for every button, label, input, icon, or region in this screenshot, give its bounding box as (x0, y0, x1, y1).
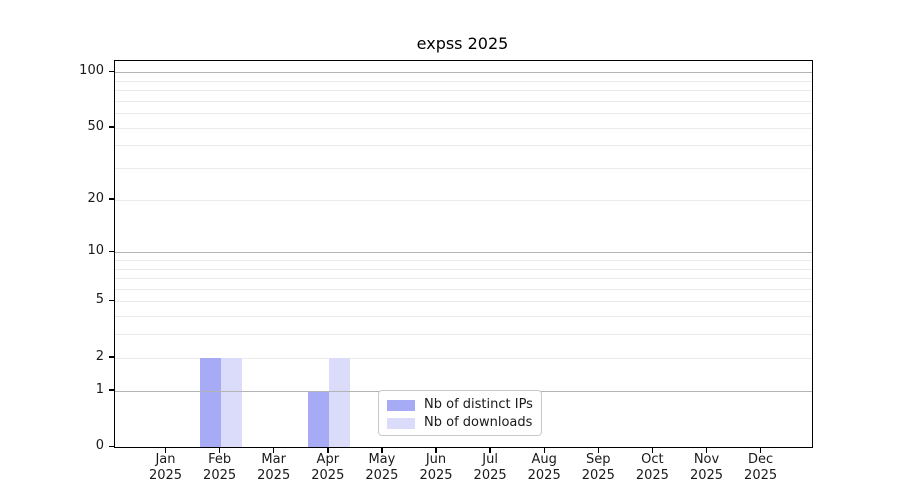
x-tick-label: Apr 2025 (311, 452, 345, 483)
gridline-minor (115, 145, 812, 147)
x-tick-mark (543, 447, 545, 453)
legend-label-downloads: Nb of downloads (424, 415, 533, 430)
y-tick-label: 2 (95, 348, 104, 364)
bar-nb-of-downloads-apr (328, 357, 350, 447)
gridline-minor (115, 334, 812, 336)
gridline-minor (115, 89, 812, 91)
bar-nb-of-downloads-feb (220, 357, 242, 447)
gridline-minor (115, 127, 812, 129)
gridline-minor (115, 113, 812, 114)
y-tick-mark (109, 445, 114, 447)
legend-entry-distinct-ips: Nb of distinct IPs (387, 396, 533, 414)
x-tick-label: Nov 2025 (689, 452, 724, 483)
bar-nb-of-distinct-ips-feb (199, 357, 221, 447)
x-tick-mark (327, 447, 329, 453)
x-tick-mark (489, 447, 491, 453)
x-tick-mark (164, 447, 167, 453)
y-tick-mark (109, 250, 114, 253)
x-tick-mark (435, 447, 437, 453)
x-tick-label: Dec 2025 (744, 452, 778, 483)
gridline-minor (115, 278, 812, 279)
y-tick-label: 50 (87, 118, 104, 134)
x-tick-label: Aug 2025 (527, 452, 561, 483)
x-tick-label: Feb 2025 (203, 452, 237, 483)
x-tick-label: Jul 2025 (473, 452, 507, 483)
y-tick-label: 10 (87, 243, 104, 259)
gridline-minor (115, 268, 812, 270)
x-tick-mark (651, 447, 654, 453)
gridline-minor (115, 259, 812, 261)
x-tick-mark (381, 447, 383, 453)
y-tick-mark (109, 198, 114, 200)
gridline-minor (115, 168, 812, 169)
y-tick-label: 0 (95, 438, 104, 453)
gridline-minor (115, 80, 812, 82)
legend-swatch-downloads (387, 417, 415, 429)
x-tick-label: Mar 2025 (257, 452, 291, 483)
x-tick-label: Jan 2025 (148, 452, 183, 483)
gridline-major (115, 72, 812, 73)
gridline-minor (115, 100, 812, 102)
gridline-minor (115, 301, 812, 303)
x-tick-mark (218, 447, 221, 453)
y-tick-label: 1 (95, 381, 104, 397)
legend-entry-downloads: Nb of downloads (387, 414, 533, 432)
y-tick-label: 5 (95, 292, 104, 308)
plot-area (114, 60, 813, 448)
y-tick-label: 100 (79, 63, 104, 78)
legend-swatch-distinct-ips (387, 399, 415, 411)
y-tick-mark (109, 299, 114, 302)
gridline-minor (115, 357, 812, 359)
gridline-minor (115, 316, 812, 318)
gridline-minor (115, 199, 812, 201)
x-tick-label: May 2025 (365, 452, 399, 483)
x-tick-label: Oct 2025 (635, 452, 669, 483)
legend-label-distinct-ips: Nb of distinct IPs (424, 397, 533, 412)
x-tick-label: Jun 2025 (419, 452, 453, 483)
x-tick-mark (272, 447, 275, 453)
x-tick-mark (759, 447, 762, 453)
y-tick-mark (109, 126, 114, 128)
gridline-minor (115, 288, 812, 290)
y-tick-label: 20 (87, 190, 104, 206)
gridline-major (115, 252, 812, 254)
x-tick-label: Sep 2025 (581, 452, 615, 483)
chart-title: expss 2025 (416, 34, 509, 53)
x-tick-mark (597, 447, 599, 453)
y-tick-mark (109, 389, 114, 391)
legend: Nb of distinct IPs Nb of downloads (378, 390, 542, 436)
y-tick-mark (109, 356, 114, 358)
bar-nb-of-distinct-ips-apr (307, 390, 329, 447)
x-tick-mark (705, 447, 708, 453)
y-tick-mark (109, 70, 114, 72)
